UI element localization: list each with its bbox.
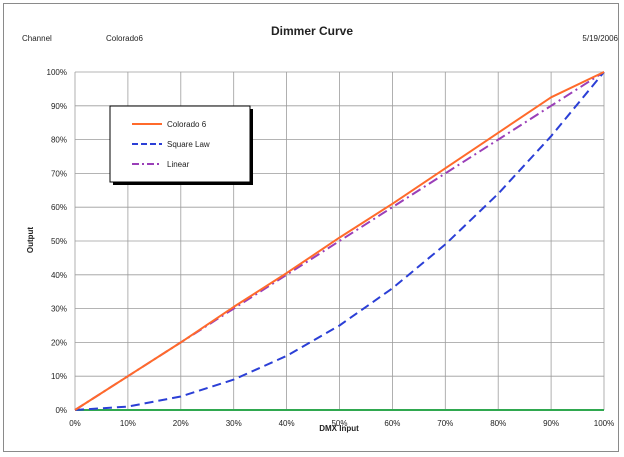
y-tick-label: 70% [51,169,67,178]
gridlines [74,71,605,411]
series-lines [74,71,605,411]
y-tick-label: 80% [51,136,67,145]
x-tick-label: 20% [173,419,189,428]
y-tick-label: 10% [51,372,67,381]
x-tick-label: 70% [437,419,453,428]
x-tick-label: 30% [226,419,242,428]
chart-frame [3,3,619,452]
series-line-square-law [74,71,605,411]
y-tick-label: 50% [51,237,67,246]
legend-label: Square Law [167,140,210,149]
y-tick-label: 100% [47,68,67,77]
x-tick-label: 90% [543,419,559,428]
legend: Colorado 6 Square Law Linear [109,105,253,185]
legend-label: Linear [167,160,190,169]
channel-label: Channel [22,34,52,43]
x-tick-label: 100% [594,419,614,428]
chart-title: Dimmer Curve [270,24,354,38]
legend-label: Colorado 6 [167,120,207,129]
x-axis-label: DMX Input [319,424,359,433]
x-tick-label: 60% [384,419,400,428]
x-tick-label: 50% [331,419,347,428]
x-tick-label: 0% [69,419,81,428]
y-axis-label: Output [26,227,35,254]
y-tick-label: 40% [51,271,67,280]
y-tick-label: 90% [51,102,67,111]
channel-value: Colorado6 [106,34,143,43]
date-label: 5/19/2006 [582,34,618,43]
y-tick-label: 60% [51,203,67,212]
x-tick-label: 10% [120,419,136,428]
x-tick-label: 80% [490,419,506,428]
y-tick-label: 20% [51,338,67,347]
y-tick-label: 0% [55,406,67,415]
tick-labels: 0% 10% 20% 30% 40% 50% 60% 70% 80% 90% 100% 0% 10% 20… [47,68,615,428]
y-tick-label: 30% [51,305,67,314]
x-tick-label: 40% [279,419,295,428]
series-line-colorado-6 [74,71,605,411]
